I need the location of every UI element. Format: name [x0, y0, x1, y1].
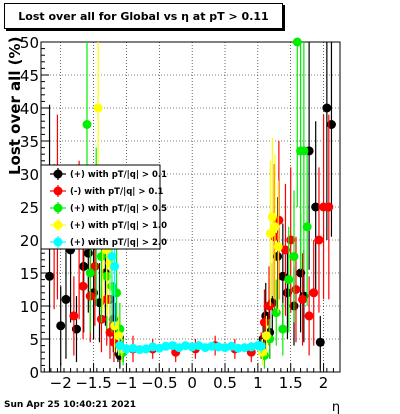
x-tick-label: −0.5 [141, 374, 177, 392]
data-point [112, 288, 122, 298]
data-point [264, 301, 274, 311]
data-point [110, 261, 120, 271]
y-tick-label: 0 [29, 364, 39, 382]
data-point [298, 294, 308, 304]
data-point [278, 324, 288, 334]
data-point [259, 318, 269, 327]
data-point [311, 202, 321, 212]
legend-marker [53, 169, 63, 179]
data-point [69, 311, 79, 321]
data-point [61, 294, 71, 304]
data-point [207, 341, 217, 351]
data-point [78, 281, 88, 291]
data-point [121, 344, 131, 354]
y-tick-label: 50 [20, 34, 39, 52]
x-tick-label: 1.5 [279, 374, 303, 392]
data-point [82, 120, 92, 129]
y-tick-label: 15 [20, 265, 39, 283]
data-point [324, 202, 334, 212]
legend-label: (-) with pT/|q| > 0.1 [70, 187, 164, 197]
timestamp: Sun Apr 25 10:40:21 2021 [4, 400, 137, 410]
data-point [233, 343, 243, 353]
legend-label: (+) with pT/|q| > 1.0 [70, 221, 167, 231]
data-point [161, 341, 171, 351]
x-tick-label: 0 [187, 374, 197, 392]
data-point [83, 248, 93, 258]
legend-marker [53, 203, 63, 213]
ticks-layer: 0 5 10 15 20 25 30 35 40 45 50 −2 −1.5 −1 −0.5 0 0.5 1 1.5… [20, 34, 334, 392]
legend-marker [53, 220, 63, 230]
data-point [93, 103, 103, 113]
x-tick-label: 0.5 [213, 374, 237, 392]
y-tick-label: 25 [20, 199, 39, 217]
y-tick-label: 20 [20, 232, 39, 250]
y-tick-label: 10 [20, 298, 39, 316]
y-tick-label: 40 [20, 100, 39, 118]
x-tick-label: 2 [319, 374, 329, 392]
x-axis-label: η [332, 400, 340, 414]
chart-title: Lost over all for Global vs η at pT > 0.… [18, 10, 269, 23]
y-tick-label: 30 [20, 166, 39, 184]
data-point [309, 288, 319, 298]
data-point [292, 37, 302, 47]
data-point [96, 252, 106, 261]
data-point [302, 222, 312, 232]
data-point [289, 252, 299, 261]
legend: (+) with pT/|q| > 0.1 (-) with pT/|q| > 0… [40, 164, 167, 250]
legend-marker [53, 237, 63, 247]
legend-label: (+) with pT/|q| > 0.5 [70, 204, 167, 214]
data-point [56, 321, 66, 331]
data-point [315, 337, 325, 347]
legend-marker [53, 186, 63, 196]
data-point [299, 146, 309, 156]
x-tick-label: −1 [115, 374, 137, 392]
y-tick-label: 35 [20, 133, 39, 151]
data-point [271, 308, 281, 318]
data-point [280, 245, 290, 255]
data-point [291, 285, 301, 294]
data-point [256, 341, 266, 351]
x-tick-label: −2 [50, 374, 72, 392]
y-tick-label: 5 [29, 331, 39, 349]
data-point [304, 311, 314, 321]
y-tick-label: 45 [20, 67, 39, 85]
data-point [273, 242, 283, 252]
legend-label: (+) with pT/|q| > 2.0 [70, 238, 167, 248]
data-point [90, 261, 100, 271]
data-point [85, 268, 95, 278]
x-tick-label: 1 [253, 374, 263, 392]
data-point [240, 343, 250, 353]
data-point [213, 342, 223, 352]
data-point [114, 331, 124, 341]
data-point [284, 275, 294, 285]
x-tick-label: −1.5 [75, 374, 111, 392]
data-point [270, 222, 280, 232]
data-point [79, 261, 89, 271]
data-point [314, 235, 324, 245]
title-box: Lost over all for Global vs η at pT > 0.… [4, 3, 283, 29]
data-point [322, 103, 332, 113]
y-axis-label: Lost over all (%) [6, 37, 24, 175]
legend-label: (+) with pT/|q| > 0.1 [70, 170, 167, 180]
data-point [45, 271, 55, 281]
data-point [261, 331, 271, 341]
data-point [135, 345, 145, 355]
